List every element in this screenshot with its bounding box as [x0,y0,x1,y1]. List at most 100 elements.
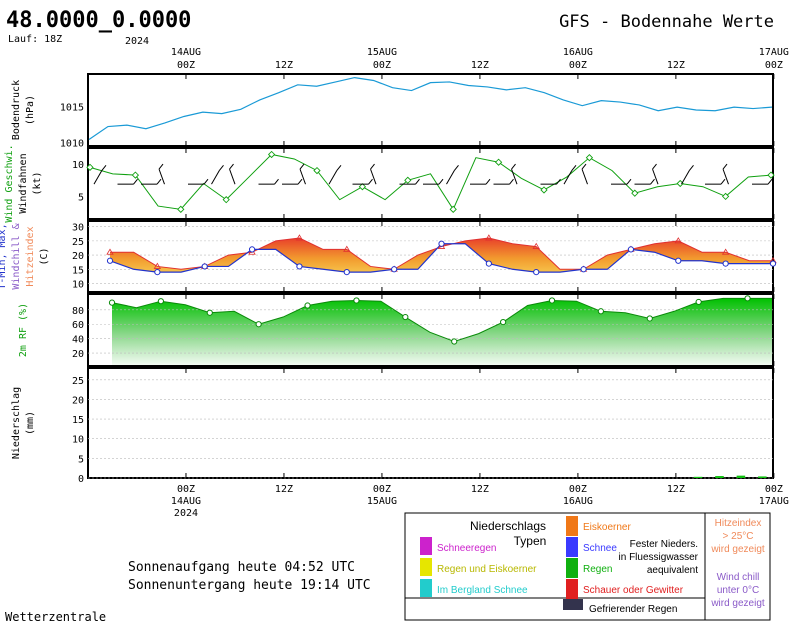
panel-temperature: 10 15 20 25 30 T-Min, Max, Windchill & Hitzeind… [0,220,777,293]
t-min-point [438,240,445,247]
t-max-point [674,237,682,244]
humidity-point [597,308,604,315]
t-min-point [485,260,492,267]
wind-barb [563,170,573,185]
legend-title-2: Typen [514,534,547,548]
legend-freezing-label: Gefrierender Regen [589,604,677,615]
y-axis-label: Wind Geschwi. [4,144,15,222]
legend-swatch [566,558,578,578]
wind-point [631,189,639,197]
t-min-point [627,246,635,253]
t-min-point [580,266,587,273]
pressure-line [88,76,773,141]
legend-swatch [420,579,432,597]
wind-barb [722,168,729,185]
top-tick-date: 16AUG [563,47,593,58]
wind-point [222,195,230,204]
bottom-tick-time: 00Z [177,484,195,495]
wind-point [267,150,276,159]
humidity-line [111,297,772,343]
humidity-point [353,297,360,304]
y-tick-label: 0 [78,474,84,485]
y-axis-label: Bodendruck [11,80,22,140]
wind-point [358,183,367,191]
t-max-point [485,234,493,241]
bottom-tick-time: 00Z [373,484,391,495]
t-max-point [295,234,304,241]
wind-barb [328,170,338,185]
y-tick-label: 20 [72,349,84,360]
top-tick-date: 14AUG [171,47,201,58]
top-time-axis: 00Z 14AUG 12Z 00Z 15AUG 12Z 00Z 16AUG 12Z 00Z 17AU… [171,47,789,71]
bottom-tick-time: 00Z [569,484,587,495]
y-tick-label: 30 [72,223,84,234]
bottom-tick-time: 00Z [765,484,783,495]
legend-swatch [566,516,578,536]
panel-humidity: 20 40 60 80 2m RF (%) [18,293,775,367]
legend-swatch [566,537,578,557]
y-tick-label: 20 [72,395,84,406]
legend-fester-2: in Fluessigwasser [619,552,699,563]
precip-bar [736,475,746,478]
humidity-point [157,298,164,305]
y-tick-label: 1010 [60,138,84,149]
top-year: 2024 [125,36,149,47]
y-tick-label: 5 [78,192,84,203]
t-max-point [343,245,351,252]
precip-bar [693,476,703,478]
legend-label: Eiskoerner [583,522,631,533]
wind-point [676,179,684,188]
precip-type-legend: Niederschlags Typen Schneeregen Regen und… [404,512,771,621]
y-tick-label: 25 [72,376,84,387]
legend-swatch [420,558,432,576]
y-axis-label: T-Min, Max, [0,223,8,289]
t-max-point [721,248,730,255]
legend-swatch-freezing-rain [563,599,583,610]
precip-bar [758,476,767,478]
wind-barb [93,170,103,185]
t-min-point [201,263,208,270]
legend-fester-1: Fester Nieders. [630,539,698,550]
run-label: Lauf: 18Z [8,34,62,45]
wind-point [449,205,457,213]
panel-frame [87,147,774,220]
top-tick-date: 15AUG [367,47,397,58]
y-tick-label: 60 [72,320,84,331]
legend-swatch [420,537,432,555]
t-min-point [296,263,303,270]
humidity-area [112,298,772,365]
wind-barb [229,168,236,185]
footer-brand: Wetterzentrale [5,610,106,624]
y-tick-label: 10 [72,279,84,290]
y-tick-label: 40 [72,335,84,346]
t-min-point [769,260,777,267]
legend-label: Im Bergland Schnee [437,585,528,596]
legend-heat-2: > 25°C [723,531,754,542]
wind-point [721,192,730,201]
y-tick-label: 5 [78,454,84,465]
bottom-tick-time: 12Z [471,484,489,495]
coords-title: 48.0000_0.0000 [6,8,191,33]
top-tick-time: 12Z [275,60,293,71]
t-min-point [343,269,350,276]
top-tick-time: 00Z [177,60,195,71]
temperature-band [110,238,773,273]
legend-label: Regen [583,564,612,575]
panel-frame [87,220,774,293]
humidity-point [255,321,262,328]
legend-heat-3: wird gezeigt [710,544,765,555]
y-tick-label: 10 [72,160,84,171]
wind-point [313,166,321,175]
y-axis-label: (mm) [25,411,36,435]
y-axis-label: Windchill & [11,223,22,289]
wind-barb [370,168,377,185]
legend-title-1: Niederschlags [470,519,546,533]
humidity-point [206,309,213,316]
wind-point [767,171,775,179]
top-tick-time: 12Z [471,60,489,71]
humidity-point [108,299,116,306]
y-axis-label: 2m RF (%) [18,303,29,357]
legend-chill-2: unter 0°C [717,585,759,596]
